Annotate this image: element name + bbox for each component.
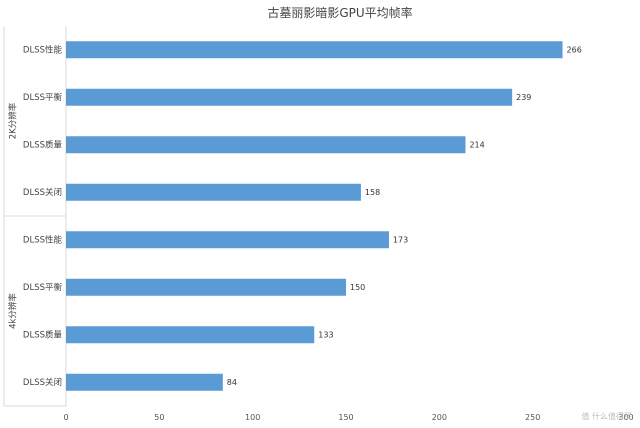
category-label: DLSS性能	[23, 44, 63, 55]
x-tick-label: 100	[245, 413, 260, 422]
bar	[66, 136, 466, 154]
group-label: 4k分辨率	[8, 293, 19, 329]
data-label: 84	[227, 378, 237, 387]
category-label: DLSS平衡	[23, 92, 63, 103]
category-label: DLSS关闭	[23, 377, 62, 388]
bar	[66, 326, 315, 344]
labels: 2K分辨率 DLSS性能 266 DLSS平衡 239 DLSS质量 214 DLSS关闭 15…	[8, 44, 582, 388]
bar	[66, 278, 346, 296]
data-label: 173	[393, 235, 408, 244]
category-label: DLSS关闭	[23, 187, 62, 198]
bar	[66, 183, 361, 201]
x-tick-label: 200	[432, 413, 447, 422]
bar	[66, 88, 513, 106]
category-label: DLSS质量	[23, 329, 63, 340]
x-tick-label: 0	[63, 413, 68, 422]
data-label: 266	[567, 45, 582, 54]
axes: 0 50 100 150 200 250 300	[3, 26, 634, 422]
category-label: DLSS平衡	[23, 282, 63, 293]
bar	[66, 41, 563, 59]
x-tick-label: 300	[618, 413, 633, 422]
data-label: 133	[318, 330, 333, 339]
category-label: DLSS质量	[23, 139, 63, 150]
data-label: 158	[365, 188, 380, 197]
group-label: 2K分辨率	[8, 102, 19, 139]
bar	[66, 373, 223, 391]
data-label: 239	[516, 93, 531, 102]
data-label: 150	[350, 283, 365, 292]
watermark-text: 值 什么值得买	[581, 411, 632, 421]
x-tick-label: 50	[154, 413, 164, 422]
category-label: DLSS性能	[23, 234, 63, 245]
x-tick-label: 150	[338, 413, 353, 422]
chart-title: 古墓丽影暗影GPU平均帧率	[267, 5, 412, 20]
data-label: 214	[469, 140, 484, 149]
x-tick-label: 250	[525, 413, 540, 422]
bar	[66, 231, 389, 249]
bars	[66, 41, 563, 391]
